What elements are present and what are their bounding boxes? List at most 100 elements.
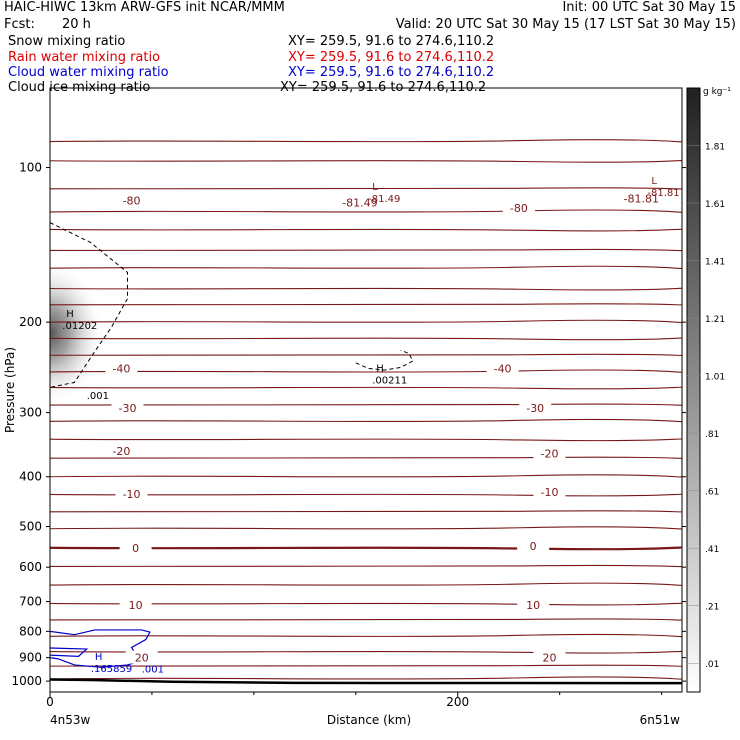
isotherm-line: [50, 319, 682, 323]
y-tick-label: 100: [19, 161, 42, 175]
temperature-label-bg: [105, 361, 138, 375]
temperature-label-bg: [533, 484, 566, 498]
isotherm-line: [50, 228, 682, 232]
colorbar-label: 1.81: [705, 143, 725, 153]
isotherm-line: [50, 650, 682, 654]
extremum-marker: H: [376, 363, 384, 374]
isotherm-line: [50, 546, 682, 551]
temperature-label-bg: [517, 598, 550, 612]
extremum-marker: H: [66, 309, 74, 320]
temperature-label-bg: [533, 446, 566, 460]
isotherm-line: [50, 369, 682, 373]
isotherm-line: [50, 474, 682, 478]
y-tick-label: 900: [19, 651, 42, 665]
colorbar-label: 1.41: [705, 258, 725, 268]
extremum-value: -81.81: [647, 188, 679, 199]
isotherm-line: [50, 493, 682, 497]
forecast-hour: 20 h: [62, 17, 91, 32]
isotherm-line: [50, 386, 682, 390]
cloud-ice-contour: [355, 349, 414, 371]
temperature-label: -80: [510, 202, 528, 215]
temperature-label-bg: [517, 539, 550, 553]
field-xy-snow: XY= 259.5, 91.6 to 274.6,110.2: [288, 34, 495, 49]
extremum-value: .00211: [372, 375, 407, 386]
field-name-rain: Rain water mixing ratio: [8, 50, 161, 65]
temperature-label-bg: [119, 598, 152, 612]
colorbar-label: 1.61: [705, 200, 725, 210]
chart-title: HAIC-HIWC 13km ARW-GFS init NCAR/MMM: [4, 0, 285, 15]
y-tick-label: 300: [19, 406, 42, 420]
colorbar: [686, 87, 701, 693]
y-tick-label: 700: [19, 595, 42, 609]
extremum-value: -81.49: [368, 194, 400, 205]
temperature-label-bg: [115, 486, 148, 500]
isotherm-line: [50, 526, 682, 530]
isotherm-line: [50, 418, 682, 423]
isotherm-line: [50, 438, 682, 442]
temperature-label-bg: [125, 650, 158, 664]
field-xy-rain: XY= 259.5, 91.6 to 274.6,110.2: [288, 50, 495, 65]
colorbar-label: .61: [705, 488, 719, 498]
isotherm-line: [50, 303, 682, 306]
isotherm-line: [50, 664, 682, 667]
colorbar-label: .81: [705, 430, 719, 440]
isotherm-line: [50, 265, 682, 269]
colorbar-unit: g kg⁻¹: [703, 87, 731, 97]
contour-label: .001: [87, 391, 109, 402]
isotherm-line: [50, 337, 682, 341]
field-name-snow: Snow mixing ratio: [8, 34, 126, 49]
temperature-label-bg: [105, 443, 138, 457]
extremum-marker: H: [95, 652, 103, 663]
isotherm-line: [50, 676, 682, 680]
temperature-label-bg: [533, 650, 566, 664]
temperature-label: -30: [118, 402, 136, 415]
colorbar-label: 1.21: [705, 315, 725, 325]
isotherm-line: [50, 248, 682, 252]
extremum-marker: L: [651, 176, 657, 187]
isotherm-line: [50, 564, 682, 568]
isotherm-line: [50, 602, 682, 606]
temperature-label-bg: [115, 193, 148, 207]
isotherm-line: [50, 403, 682, 406]
colorbar-label: .01: [705, 660, 719, 670]
temperature-label: -40: [494, 362, 512, 375]
isotherm-line: [50, 209, 682, 213]
temperature-label-bg: [486, 361, 519, 375]
isotherm-line: [50, 353, 682, 356]
field-xy-cloud-water: XY= 259.5, 91.6 to 274.6,110.2: [288, 65, 495, 80]
y-tick-label: 400: [19, 470, 42, 484]
temperature-label: -81.81: [623, 193, 658, 206]
isotherm-line: [50, 456, 682, 459]
snow-contour: [50, 222, 128, 388]
snow-shading: [50, 261, 105, 406]
temperature-label: -10: [123, 488, 141, 501]
y-tick-label: 500: [19, 520, 42, 534]
temperature-label-bg: [119, 540, 152, 554]
isotherm-line: [50, 187, 682, 190]
surface-pressure-line: [50, 678, 682, 685]
temperature-label: -10: [540, 486, 558, 499]
colorbar-label: .21: [705, 603, 719, 613]
x-end-label: 6n51w: [640, 713, 681, 727]
y-tick-label: 1000: [11, 674, 42, 688]
x-tick-label: 200: [446, 695, 469, 709]
temperature-label-bg: [625, 191, 658, 205]
temperature-label: 0: [132, 542, 139, 555]
valid-time: Valid: 20 UTC Sat 30 May 15 (17 LST Sat …: [395, 17, 736, 32]
isotherm-line: [50, 618, 682, 621]
temperature-label-bg: [111, 401, 144, 415]
isotherm-line: [50, 633, 682, 638]
temperature-label-bg: [519, 401, 552, 415]
y-tick-label: 200: [19, 315, 42, 329]
extremum-value: .01202: [62, 321, 97, 332]
temperature-label: -20: [540, 447, 558, 460]
temperature-label: -80: [123, 195, 141, 208]
isotherm-line: [50, 510, 682, 513]
x-axis-label: Distance (km): [327, 713, 411, 727]
cloud-water-contour-inner: [50, 647, 89, 657]
isotherm-line: [50, 139, 682, 143]
y-axis-label: Pressure (hPa): [3, 347, 17, 433]
temperature-label: 20: [542, 652, 556, 665]
extremum-value: .165859: [91, 664, 132, 675]
